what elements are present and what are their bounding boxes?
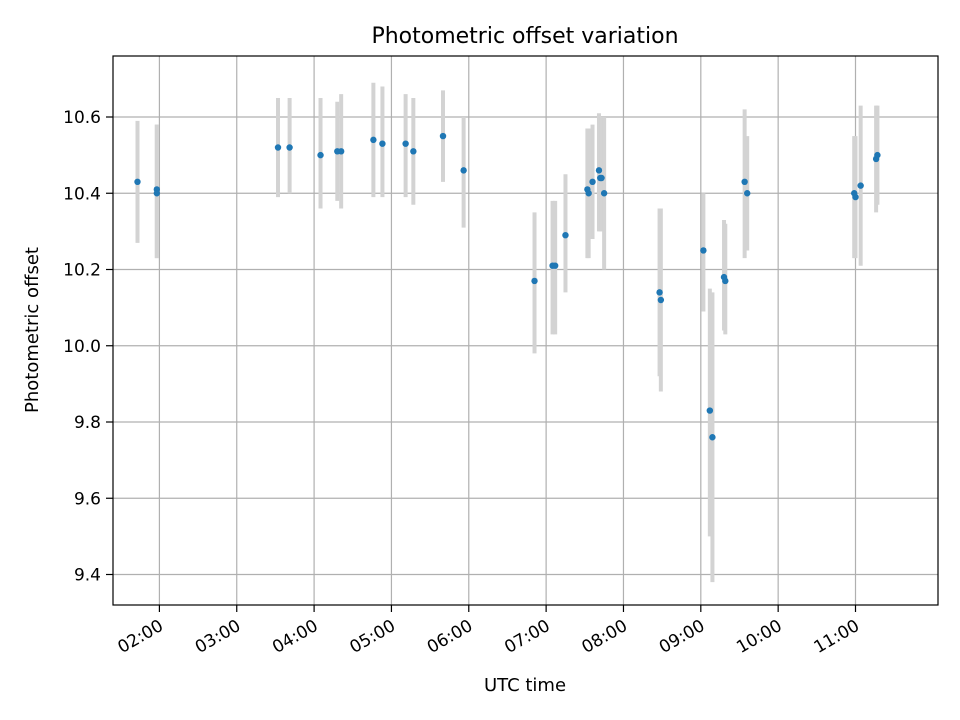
data-point: [531, 277, 538, 285]
y-tick-label: 9.6: [74, 489, 101, 509]
data-point: [589, 178, 596, 186]
data-point: [439, 132, 447, 140]
plot-area-frame: [112, 55, 939, 606]
data-point: [741, 178, 748, 186]
data-point: [153, 190, 161, 197]
data-point: [134, 178, 141, 186]
data-point: [709, 434, 716, 441]
chart-title: Photometric offset variation: [371, 24, 678, 49]
data-point: [410, 148, 417, 155]
y-tick-label: 9.8: [74, 413, 101, 433]
y-tick-label: 10.2: [63, 261, 101, 281]
data-point: [874, 151, 881, 159]
data-point: [598, 174, 605, 182]
data-points: [134, 132, 881, 441]
data-point: [700, 247, 707, 254]
y-tick-label: 10.6: [63, 108, 101, 128]
data-point: [852, 193, 859, 201]
data-point: [585, 190, 592, 197]
data-point: [595, 167, 603, 174]
data-point: [337, 148, 345, 155]
y-axis: 9.4 9.6 9.8 10.0 10.2 10.4 10.6: [63, 108, 113, 586]
y-tick-label: 10.4: [63, 184, 101, 204]
data-point: [317, 151, 324, 159]
x-axis-label: UTC time: [484, 675, 566, 696]
y-axis-label: Photometric offset: [22, 247, 43, 413]
data-point: [551, 262, 559, 269]
grid: [113, 56, 938, 605]
data-point: [460, 167, 467, 174]
data-point: [402, 140, 409, 147]
data-point: [600, 190, 608, 197]
data-point: [722, 277, 729, 285]
y-tick-label: 10.0: [63, 337, 101, 357]
y-tick-label: 9.4: [74, 566, 101, 586]
data-point: [286, 144, 293, 151]
data-point: [562, 231, 569, 239]
data-point: [744, 190, 751, 197]
data-point: [274, 144, 282, 151]
data-point: [656, 289, 663, 296]
data-point: [857, 182, 864, 189]
data-point: [379, 140, 386, 147]
data-point: [706, 407, 714, 414]
data-point: [657, 296, 665, 304]
data-point: [370, 136, 377, 144]
